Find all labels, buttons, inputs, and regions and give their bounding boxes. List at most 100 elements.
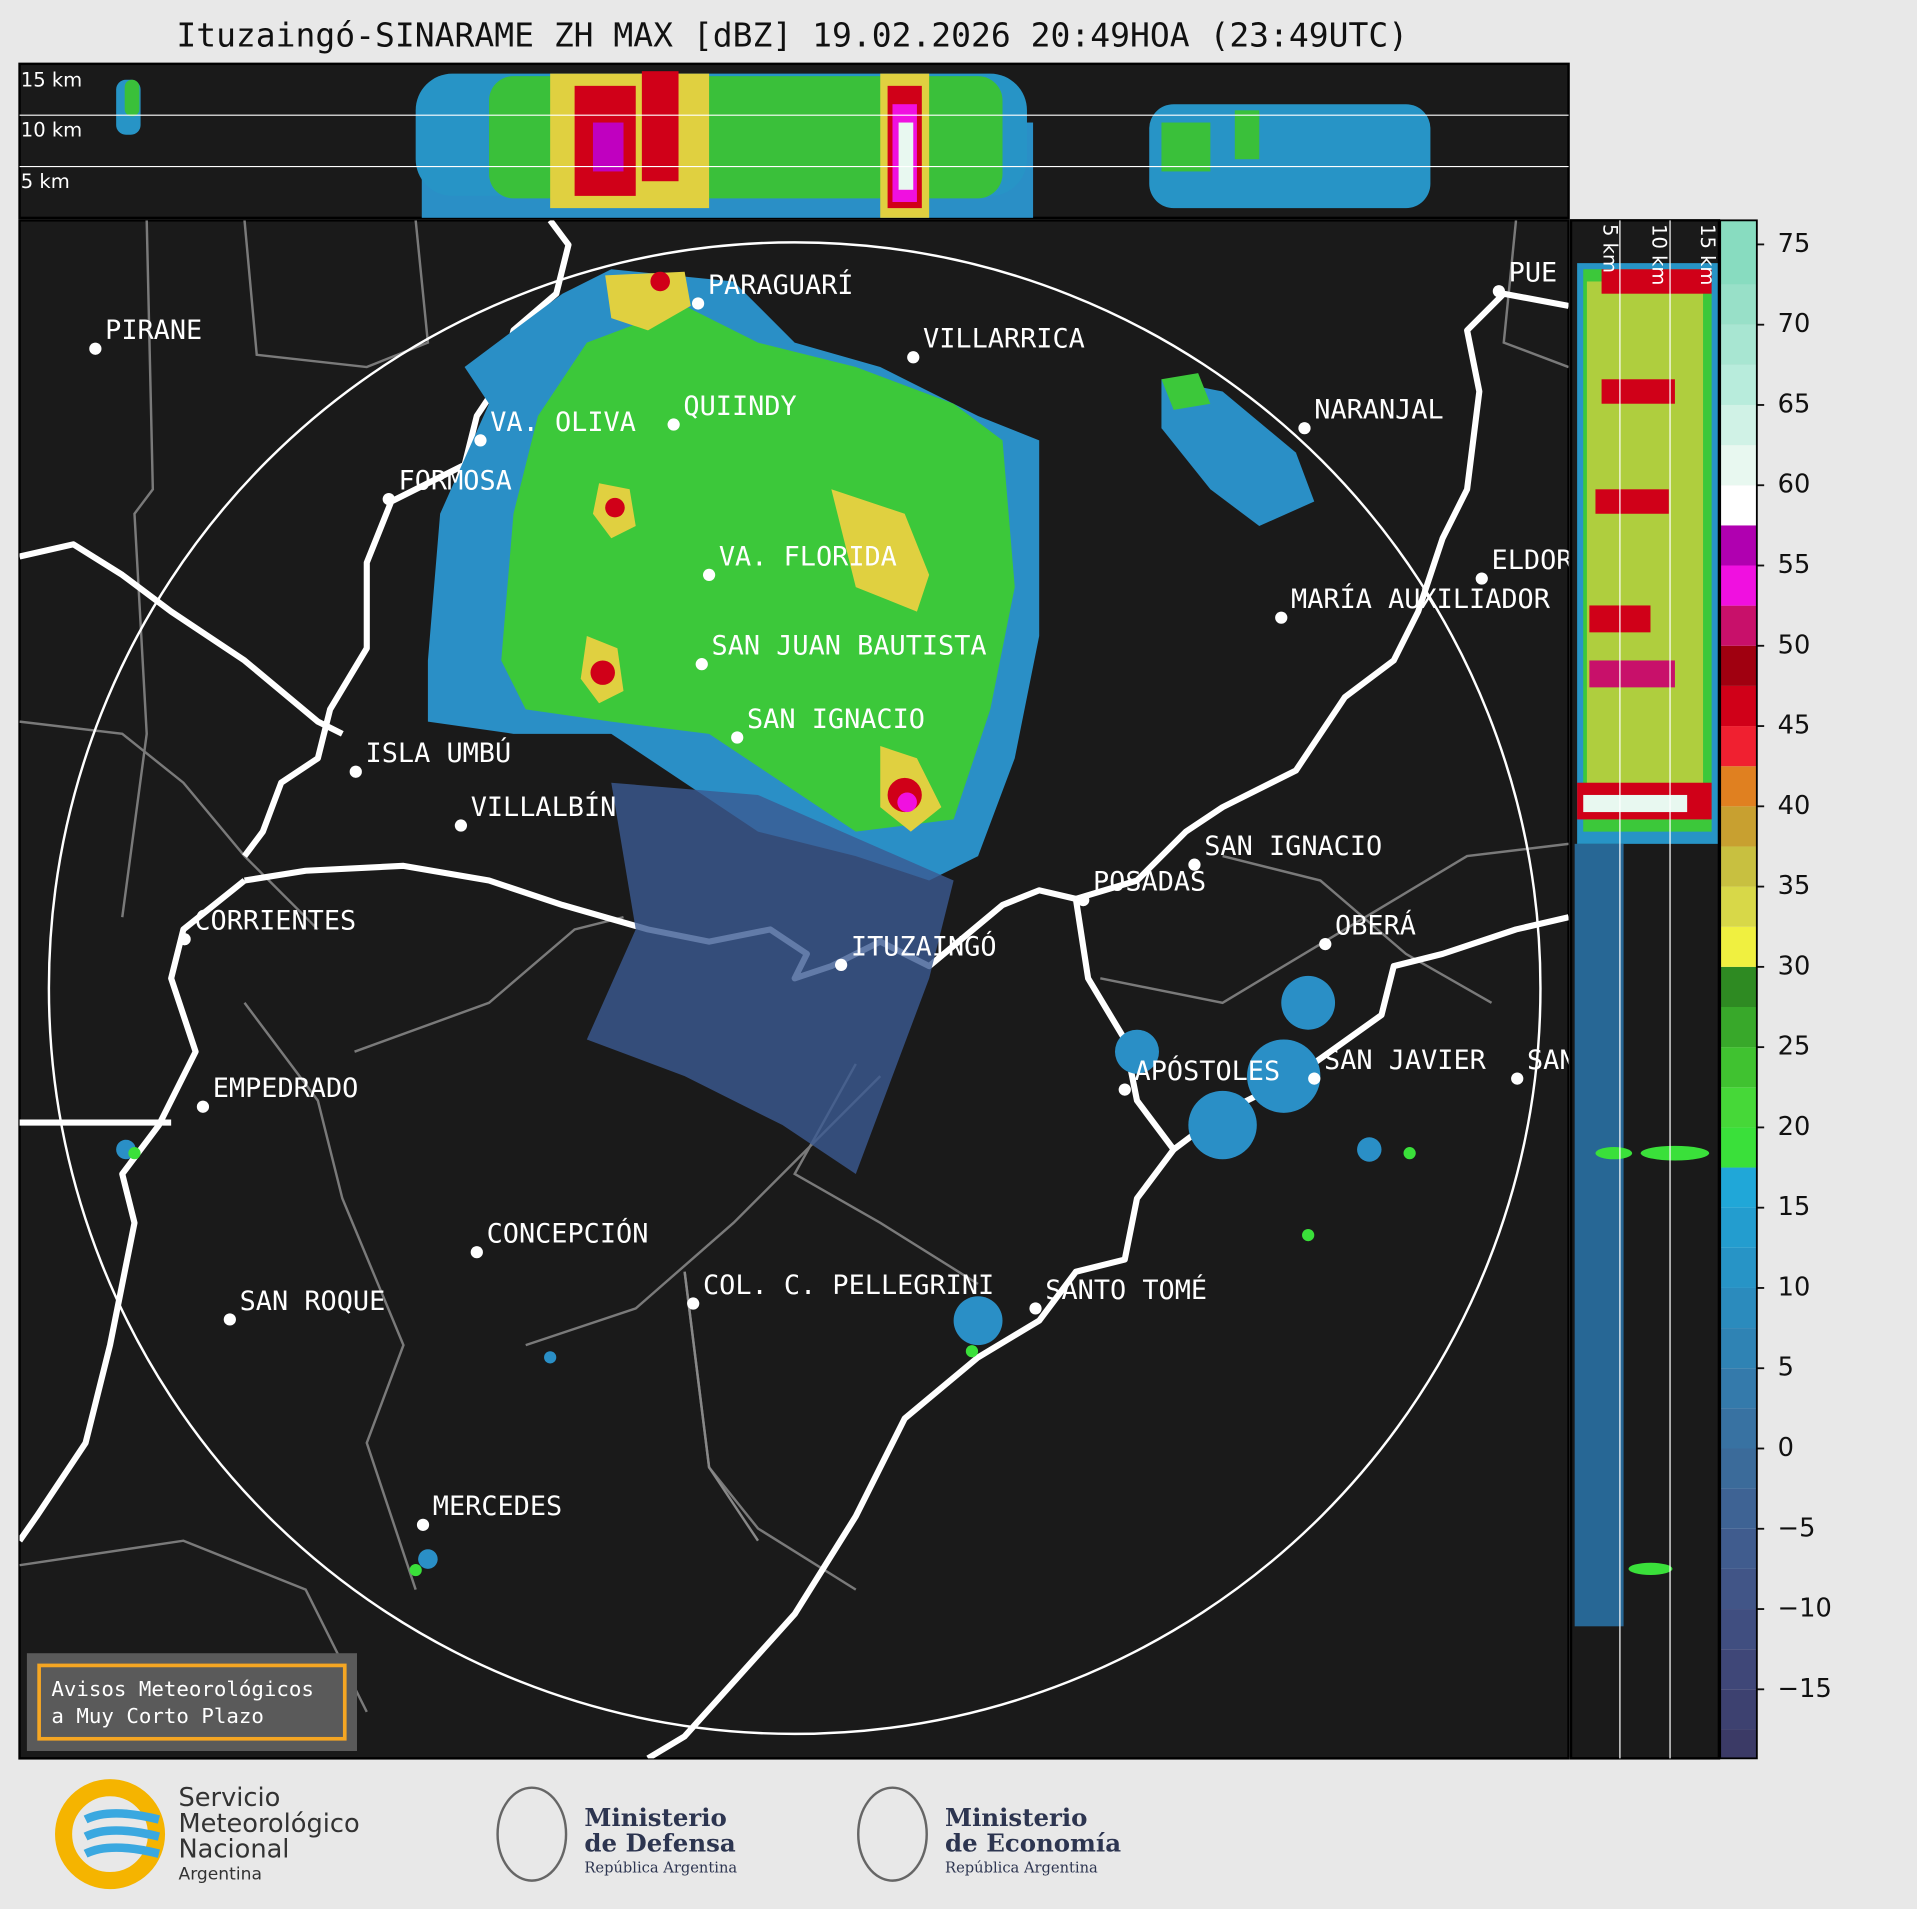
colorbar-tick-label: −15 (1778, 1674, 1832, 1704)
place-label: VILLALBÍN (471, 791, 617, 823)
logo-text: de Defensa (584, 1829, 735, 1858)
colorbar-bin (1720, 1247, 1757, 1288)
colorbar-bin (1720, 1568, 1757, 1610)
notice-box (26, 1653, 357, 1752)
colorbar-tick-label: 35 (1778, 871, 1811, 901)
logo-text: Ministerio (584, 1803, 726, 1832)
place-dot (1077, 893, 1090, 907)
place-label: EMPEDRADO (213, 1073, 359, 1104)
place-dot (1188, 858, 1201, 871)
place-label: SAN ROQUE (240, 1286, 386, 1317)
colorbar-bin (1720, 1287, 1757, 1329)
place-label: MERCEDES (433, 1491, 562, 1522)
colorbar-bin (1720, 645, 1757, 686)
range-ring (47, 241, 1542, 1736)
colorbar-bin (1720, 605, 1757, 646)
coat-of-arms (496, 1786, 928, 1882)
height-label: 5 km (21, 170, 70, 193)
place-label: ITUZAINGÓ (851, 930, 997, 962)
logo-text: de Economía (945, 1829, 1121, 1858)
place-dot (223, 1313, 236, 1326)
place-dot (470, 1246, 483, 1259)
place-label: CORRIENTES (194, 906, 356, 937)
place-label: PARAGUARÍ (708, 269, 854, 301)
side-echoes (1574, 263, 1718, 1627)
place-label: SAN JAVIER (1324, 1045, 1487, 1076)
place-dot (907, 351, 920, 364)
colorbar-bin (1720, 726, 1757, 767)
place-dot (474, 434, 487, 447)
colorbar-tick-label: 45 (1778, 711, 1811, 741)
place-dot (1029, 1302, 1042, 1315)
colorbar-bin (1720, 525, 1757, 566)
colorbar-bin (1720, 485, 1757, 526)
place-label: OBERÁ (1335, 909, 1416, 941)
colorbar-bin (1720, 445, 1757, 486)
colorbar-bin (1720, 1448, 1757, 1489)
colorbar-tick-label: 60 (1778, 470, 1811, 500)
place-label: PIRANE (105, 315, 202, 346)
colorbar-bin (1720, 846, 1757, 887)
colorbar-bin (1720, 404, 1757, 446)
place-dot (1118, 1083, 1131, 1096)
colorbar-tick-label: 25 (1778, 1032, 1811, 1062)
colorbar-bin (1720, 1408, 1757, 1449)
colorbar-frame (1719, 219, 1758, 1760)
colorbar-bin (1720, 1167, 1757, 1208)
place-label: ISLA UMBÚ (366, 737, 512, 769)
logo-text: Servicio (178, 1783, 280, 1813)
place-label: APÓSTOLES (1135, 1055, 1281, 1087)
place-dot (687, 1297, 700, 1310)
place-dot (1492, 285, 1505, 298)
place-dot (667, 418, 680, 431)
place-label: VA. OLIVA (490, 407, 636, 438)
logo-smn (55, 1779, 166, 1890)
title: Ituzaingó-SINARAME ZH MAX [dBZ] 19.02.20… (176, 15, 1408, 54)
place-label: SAN (1527, 1045, 1576, 1076)
place-label: ELDOR (1492, 545, 1574, 576)
place-label: SAN IGNACIO (1204, 831, 1382, 862)
place-label: VILLARRICA (923, 324, 1085, 355)
colorbar-tick-label: 30 (1778, 951, 1811, 981)
place-dot (1308, 1072, 1321, 1085)
height-label: 15 km (1696, 224, 1719, 285)
colorbar-tick-label: 0 (1778, 1433, 1794, 1463)
place-label: SAN JUAN BAUTISTA (712, 631, 987, 662)
place-label: PUE (1509, 258, 1558, 289)
colorbar-bin (1720, 886, 1757, 927)
place-label: FORMOSA (399, 465, 512, 496)
place-dot (178, 933, 191, 946)
colorbar-tick-label: 10 (1778, 1272, 1811, 1302)
height-label: 15 km (21, 68, 82, 91)
place-label: VA. FLORIDA (719, 541, 897, 572)
notice-text: a Muy Corto Plazo (51, 1704, 264, 1728)
logo-text: República Argentina (945, 1859, 1098, 1876)
colorbar-bin (1720, 685, 1757, 727)
colorbar-tick-label: 40 (1778, 791, 1811, 821)
height-label: 5 km (1598, 224, 1621, 273)
place-dot (349, 765, 362, 778)
colorbar-bin (1720, 364, 1757, 405)
colorbar-tick-label: 5 (1778, 1353, 1794, 1383)
place-dot (695, 658, 708, 671)
colorbar-bin (1720, 1328, 1757, 1369)
colorbar-tick-label: −5 (1778, 1513, 1816, 1543)
place-dot (1511, 1072, 1524, 1085)
notice-border (37, 1663, 347, 1741)
place-label: NARANJAL (1314, 395, 1443, 426)
logo-text: República Argentina (584, 1859, 737, 1876)
colorbar-bin (1720, 1528, 1757, 1569)
place-dot (454, 819, 468, 832)
place-dot (416, 1518, 430, 1531)
place-label: SAN IGNACIO (747, 704, 925, 735)
colorbar-bin (1720, 926, 1757, 967)
place-dot (382, 492, 395, 506)
colorbar-tick-label: 20 (1778, 1112, 1811, 1142)
colorbar-bin (1720, 1087, 1757, 1128)
map-layers: PIRANE PARAGUARÍ VILLARRICA QUIINDY VA. OLIV… (19, 220, 1576, 1759)
colorbar-bin (1720, 1729, 1757, 1759)
place-dot (196, 1100, 210, 1113)
colorbar-bin (1720, 324, 1757, 365)
